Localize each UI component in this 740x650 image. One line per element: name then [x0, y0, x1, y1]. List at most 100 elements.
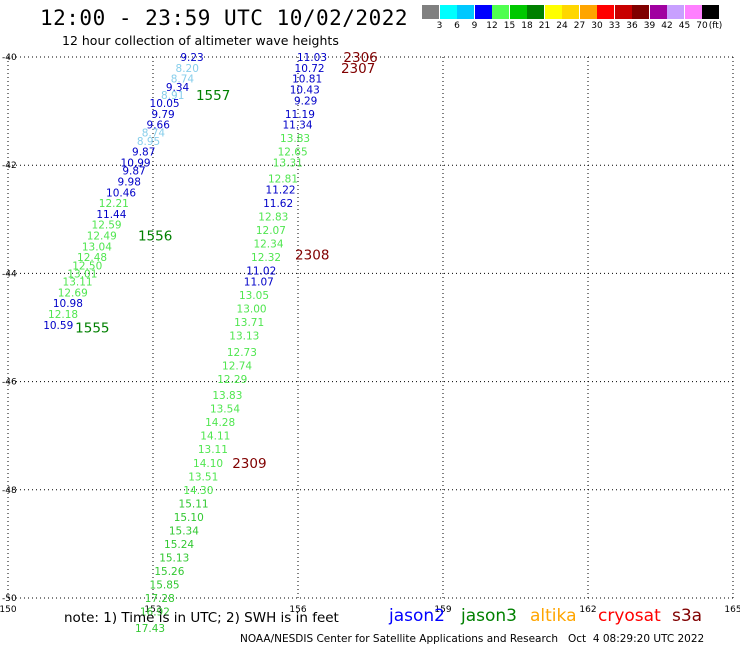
swh-value-label: 11.03 — [297, 52, 327, 64]
swh-value-label: 8.74 — [171, 74, 195, 86]
scale-swatch — [509, 5, 527, 19]
scale-swatch — [684, 5, 702, 19]
y-tick-label-3: -46 — [2, 378, 17, 388]
scale-tick-label: 27 — [573, 21, 586, 31]
scale-swatch — [562, 5, 579, 19]
scale-swatch — [544, 5, 562, 19]
swh-value-label: 12.69 — [58, 287, 88, 299]
pass-time-label: 2309 — [232, 456, 266, 472]
y-tick-label-0: -40 — [2, 53, 17, 63]
x-tick-label-3: 159 — [434, 605, 451, 615]
swh-value-label: 12.48 — [77, 252, 107, 264]
scale-tick-label: 45 — [678, 21, 691, 31]
swh-value-label: 9.34 — [166, 82, 190, 94]
swh-value-label: 13.54 — [210, 404, 240, 416]
swh-value-label: 11.62 — [263, 198, 293, 210]
swh-value-label: 13.51 — [188, 471, 218, 483]
swh-value-label: 15.34 — [169, 525, 199, 537]
swh-value-label: 8.91 — [161, 90, 184, 102]
swh-value-label: 9.79 — [151, 109, 174, 121]
scale-swatch — [457, 5, 474, 19]
satellite-label-s3a: s3a — [672, 606, 703, 626]
swh-value-label: 8.95 — [137, 136, 160, 148]
scale-swatch — [527, 5, 544, 19]
scale-swatch — [632, 5, 649, 19]
map-title: 12:00 - 23:59 UTC 10/02/2022 — [40, 6, 409, 30]
swh-value-label: 12.29 — [217, 374, 247, 386]
x-tick-label-0: 150 — [0, 605, 17, 615]
swh-value-label: 12.18 — [48, 309, 78, 321]
swh-value-label: 13.83 — [280, 133, 310, 145]
swh-value-label: 9.29 — [294, 95, 317, 107]
satellite-label-jason2: jason2 — [389, 606, 445, 626]
swh-value-label: 12.34 — [253, 239, 283, 251]
x-tick-label-2: 156 — [289, 605, 306, 615]
swh-value-label: 12.50 — [72, 260, 102, 272]
satellite-label-jason3: jason3 — [461, 606, 517, 626]
swh-value-label: 8.74 — [142, 128, 166, 140]
scale-swatch — [492, 5, 509, 19]
swh-value-label: 15.11 — [179, 498, 209, 510]
scale-tick-label: 39 — [643, 21, 656, 31]
swh-value-label: 13.04 — [82, 241, 112, 253]
scale-tick-label: 12 — [486, 21, 498, 31]
swh-value-label: 10.05 — [150, 98, 180, 110]
scale-swatch — [474, 5, 492, 19]
swh-value-label: 10.81 — [292, 74, 322, 86]
swh-value-label: 9.23 — [180, 52, 203, 64]
swh-value-label: 10.72 — [295, 63, 325, 75]
swh-value-label: 15.26 — [154, 566, 184, 578]
swh-value-label: 15.85 — [150, 579, 180, 591]
swh-value-label: 12.07 — [256, 225, 286, 237]
swh-value-label: 14.28 — [205, 417, 235, 429]
x-tick-label-1: 153 — [144, 605, 161, 615]
swh-value-label: 17.43 — [135, 623, 165, 635]
swh-value-label: 10.99 — [121, 157, 151, 169]
swh-value-label: 15.13 — [159, 552, 189, 564]
swh-value-label: 13.31 — [273, 157, 303, 169]
footer-note: note: 1) Time is in UTC; 2) SWH is in fe… — [64, 610, 339, 626]
scale-tick-label: 18 — [521, 21, 533, 31]
swh-value-label: 11.44 — [96, 209, 126, 221]
scale-tick-label: 3 — [436, 21, 443, 31]
scale-unit-label: (ft) — [708, 21, 723, 31]
swh-value-label: 9.66 — [147, 120, 171, 132]
scale-swatch — [422, 5, 439, 19]
swh-value-label: 12.65 — [278, 147, 308, 159]
swh-value-label: 14.10 — [193, 458, 223, 470]
swh-value-label: 10.43 — [290, 84, 320, 96]
swh-value-label: 15.10 — [174, 512, 204, 524]
scale-swatch — [649, 5, 667, 19]
x-tick-label-4: 162 — [579, 605, 596, 615]
swh-value-label: 12.21 — [99, 198, 129, 210]
scale-tick-label: 15 — [503, 21, 516, 31]
swh-value-label: 13.11 — [63, 277, 93, 289]
y-tick-label-4: -48 — [2, 486, 17, 496]
swh-value-label: 14.11 — [200, 431, 230, 443]
swh-value-label: 13.05 — [239, 290, 269, 302]
map-subtitle: 12 hour collection of altimeter wave hei… — [62, 33, 339, 48]
swh-value-label: 16.92 — [140, 607, 170, 619]
scale-swatch — [597, 5, 614, 19]
swh-value-label: 9.87 — [122, 166, 145, 178]
pass-time-label: 2308 — [295, 247, 329, 263]
scale-tick-label: 33 — [608, 21, 621, 31]
y-tick-label-1: -42 — [2, 161, 17, 171]
map-grid — [7, 56, 734, 599]
swh-value-label: 17.28 — [145, 593, 175, 605]
satellite-label-altika: altika — [530, 606, 577, 626]
swh-value-label: 15.24 — [164, 539, 194, 551]
swh-value-label: 11.34 — [282, 120, 312, 132]
pass-time-label: 1557 — [196, 88, 230, 104]
axis-tick-labels: 150 153 156 159 162 165 -40 -42 -44 -46 -48 -50 — [0, 53, 740, 615]
scale-tick-label: 24 — [556, 21, 568, 31]
pass-time-label: 2307 — [341, 61, 375, 77]
scale-tick-label: 70 — [696, 21, 708, 31]
swh-value-label: 11.22 — [266, 185, 296, 197]
swh-value-label: 12.83 — [258, 212, 288, 224]
scale-swatch — [702, 5, 719, 19]
swh-value-label: 9.98 — [118, 176, 141, 188]
scale-tick-label: 21 — [538, 21, 551, 31]
